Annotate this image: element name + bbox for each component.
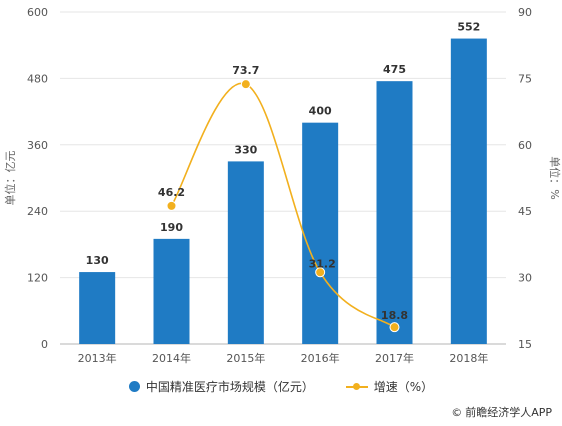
y-right-tick-label: 15 (518, 338, 532, 351)
y-right-tick-label: 60 (518, 139, 532, 152)
x-tick-label: 2016年 (301, 351, 340, 365)
legend-line-marker (345, 381, 368, 392)
axis-ticks: 0 15 120 30 240 45 360 60 480 75 600 90 2013年 2014年 20… (27, 6, 532, 365)
y-right-tick-label: 30 (518, 272, 532, 285)
y-left-tick-label: 240 (27, 205, 48, 218)
data-labels: 130 190 330 400 475 552 46.2 73.7 31.2 18.8 (86, 21, 481, 323)
y-right-tick-label: 90 (518, 6, 532, 19)
bar-value-label: 475 (383, 63, 406, 76)
source-credit: © 前瞻经济学人APP (451, 404, 552, 420)
source-text: 前瞻经济学人APP (465, 406, 552, 419)
line-value-label: 73.7 (232, 64, 259, 77)
legend: 中国精准医疗市场规模（亿元） 增速（%） (0, 378, 562, 395)
bar (79, 272, 116, 344)
growth-line (170, 82, 395, 328)
bar-value-label: 130 (86, 254, 109, 267)
x-tick-label: 2014年 (152, 351, 191, 365)
bar (153, 238, 190, 344)
bar-series (79, 38, 487, 345)
y-right-tick-label: 45 (518, 205, 532, 218)
bar (227, 161, 264, 344)
legend-line-label: 增速（%） (373, 380, 434, 394)
bar (302, 122, 339, 345)
bar (376, 81, 413, 345)
y-right-tick-label: 75 (518, 72, 532, 85)
x-tick-label: 2018年 (449, 351, 488, 365)
line-value-label: 18.8 (381, 309, 408, 322)
bar-value-label: 400 (309, 105, 332, 118)
y-left-tick-label: 0 (41, 338, 48, 351)
line-point (240, 79, 251, 90)
line-point (389, 322, 400, 333)
y-left-tick-label: 360 (27, 139, 48, 152)
x-tick-label: 2017年 (375, 351, 414, 365)
legend-item-bar[interactable]: 中国精准医疗市场规模（亿元） (128, 378, 314, 395)
legend-item-line[interactable]: 增速（%） (345, 378, 434, 395)
line-value-label: 31.2 (309, 257, 336, 270)
y-left-tick-label: 480 (27, 72, 48, 85)
bar-value-label: 190 (160, 221, 183, 234)
gridlines (60, 11, 506, 345)
legend-bar-marker (128, 381, 140, 392)
bar (450, 38, 487, 345)
line-point (166, 200, 177, 211)
y-left-tick-label: 120 (27, 272, 48, 285)
y-right-axis-title: 单位：% (548, 156, 562, 199)
chart: 0 15 120 30 240 45 360 60 480 75 600 90 2013年 2014年 20… (3, 6, 562, 365)
bar-value-label: 552 (457, 21, 480, 34)
x-tick-label: 2013年 (78, 351, 117, 365)
y-left-axis-title: 单位：亿元 (3, 151, 17, 206)
x-tick-label: 2015年 (226, 351, 265, 365)
legend-bar-label: 中国精准医疗市场规模（亿元） (145, 380, 314, 394)
line-value-label: 46.2 (158, 186, 185, 199)
y-left-tick-label: 600 (27, 6, 48, 19)
bar-value-label: 330 (234, 143, 257, 156)
line-series (166, 79, 400, 333)
line-point (315, 267, 326, 278)
copyright-icon: © (451, 406, 463, 419)
